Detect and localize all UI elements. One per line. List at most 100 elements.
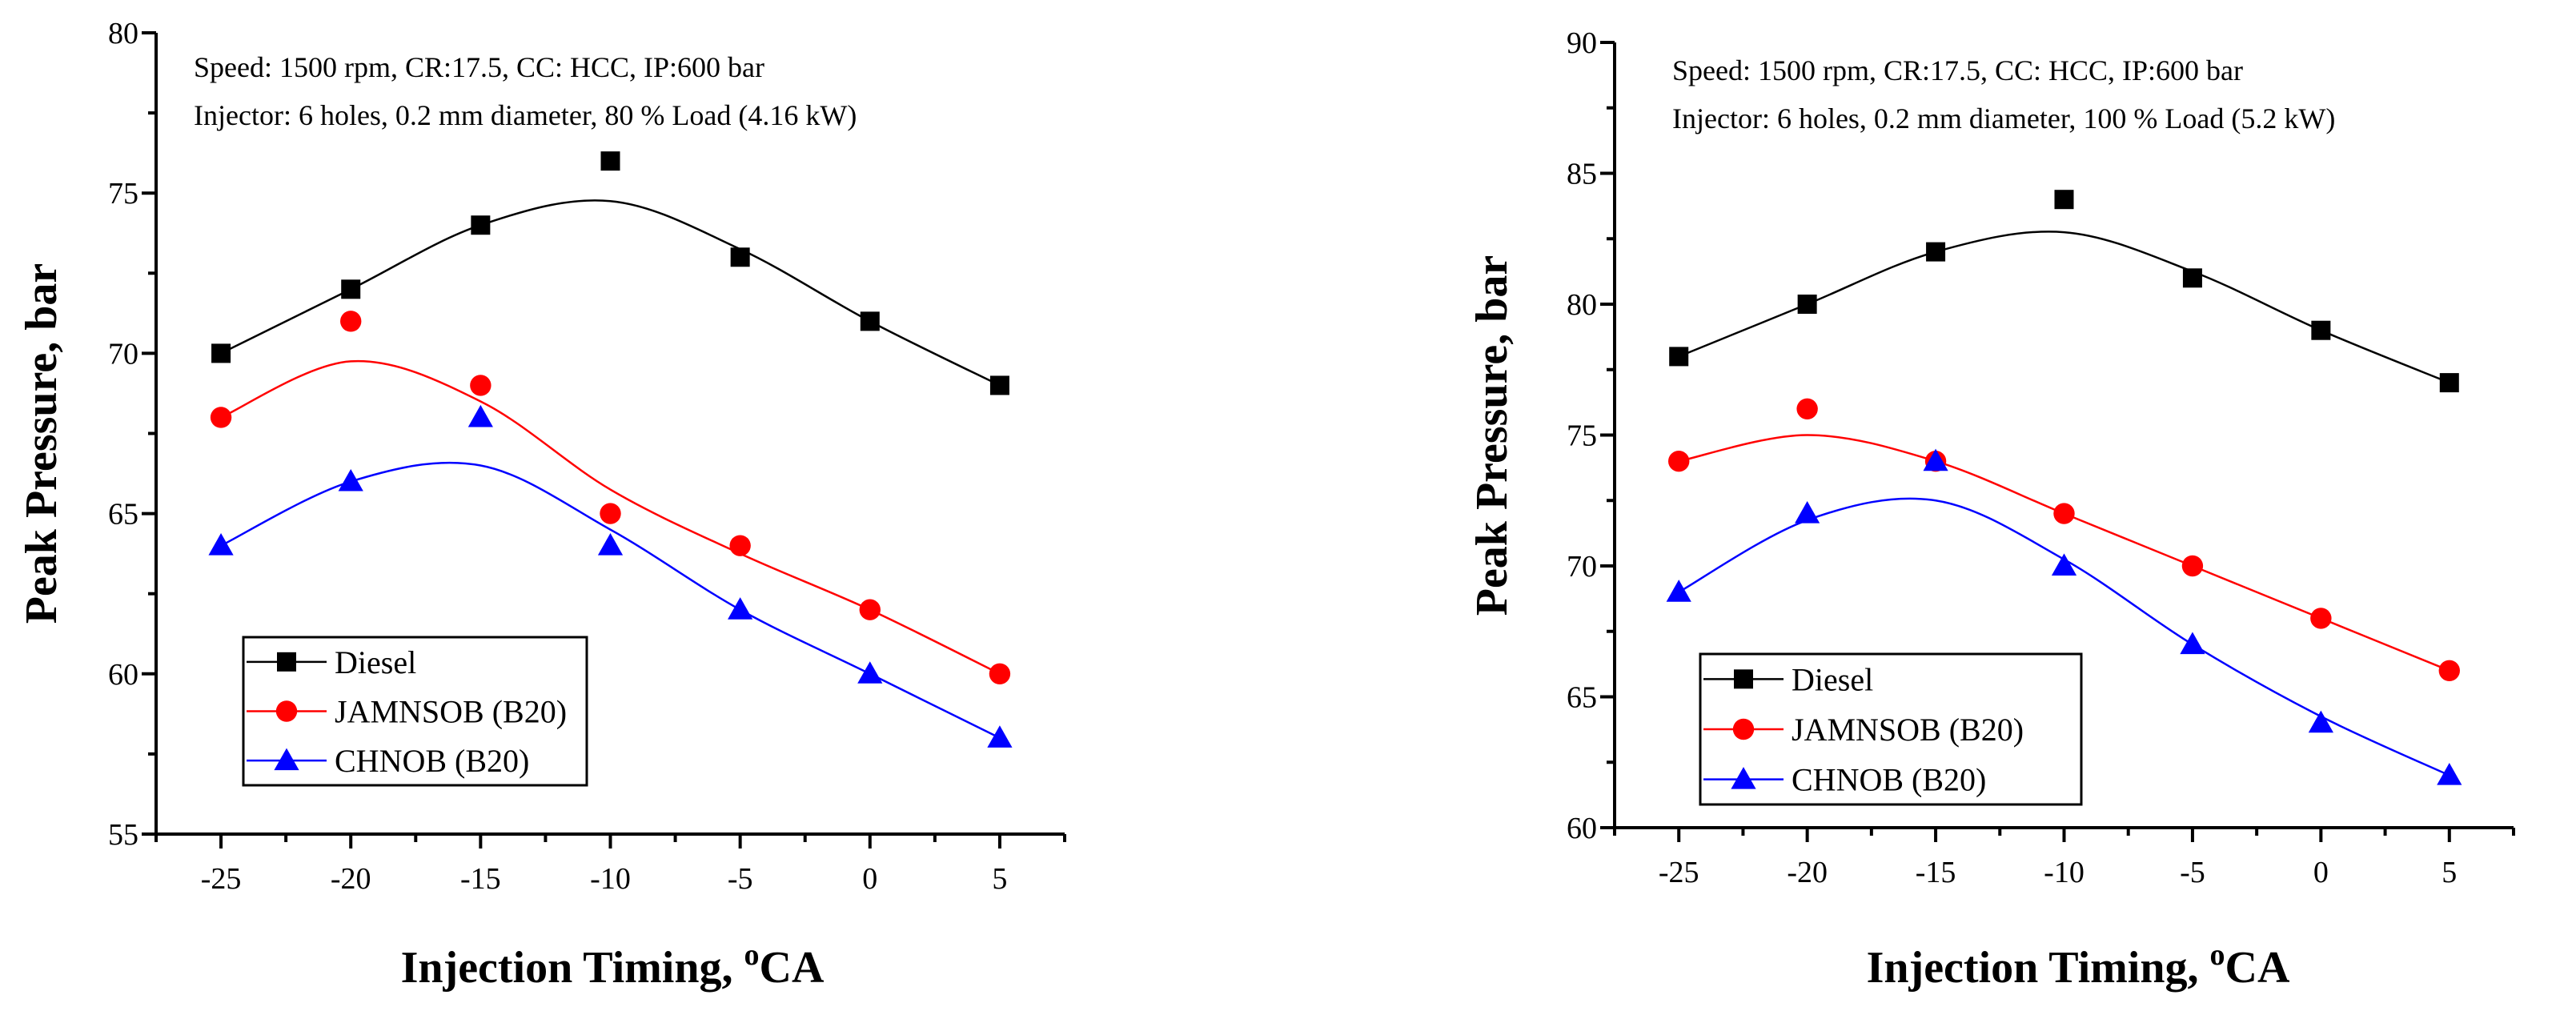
y-tick-label: 70 [1567, 550, 1597, 584]
x-tick-label: -5 [728, 862, 753, 896]
chart-100-load: Speed: 1500 rpm, CR:17.5, CC: HCC, IP:60… [1467, 26, 2515, 993]
marker-triangle [208, 533, 234, 556]
x-tick-label: -10 [590, 862, 631, 896]
legend-item: Diesel [247, 644, 416, 680]
marker-triangle [2180, 632, 2205, 655]
marker-square [341, 279, 361, 299]
marker-square [1734, 669, 1753, 689]
annotation-line-1: Speed: 1500 rpm, CR:17.5, CC: HCC, IP:60… [1672, 54, 2243, 86]
fit-curve [1678, 434, 2450, 672]
legend-item: JAMNSOB (B20) [247, 694, 567, 730]
y-axis-title: Peak Pressure, bar [17, 263, 66, 624]
marker-square [2182, 268, 2202, 288]
marker-triangle [2437, 763, 2462, 785]
marker-circle [1668, 451, 1690, 472]
y-tick-label: 80 [1567, 288, 1597, 322]
marker-circle [470, 375, 492, 396]
y-tick-label: 70 [108, 337, 138, 371]
x-tick-label: -20 [331, 862, 371, 896]
legend-item: CHNOB (B20) [1703, 762, 1986, 798]
marker-triangle [467, 404, 493, 427]
marker-triangle [1731, 767, 1756, 789]
marker-circle [859, 599, 881, 620]
marker-circle [2310, 608, 2332, 629]
y-tick-label: 60 [108, 658, 138, 692]
marker-square [2311, 320, 2331, 340]
x-tick-label: 0 [2313, 856, 2329, 889]
x-axis-title-unit: CA [2225, 943, 2290, 993]
x-tick-label: -25 [201, 862, 242, 896]
y-tick-label: 90 [1567, 26, 1597, 60]
marker-triangle [597, 533, 624, 556]
x-tick-label: -25 [1659, 856, 1699, 889]
legend-label: JAMNSOB (B20) [1792, 712, 2024, 748]
marker-square [989, 375, 1009, 395]
marker-square [2439, 373, 2459, 393]
y-axis-title: Peak Pressure, bar [1467, 255, 1517, 616]
x-axis-title-degree: o [2210, 938, 2225, 972]
marker-circle [2053, 503, 2075, 524]
annotation-line-2: Injector: 6 holes, 0.2 mm diameter, 100 … [1672, 102, 2335, 134]
marker-triangle [1666, 580, 1691, 602]
legend-label: CHNOB (B20) [1792, 762, 1986, 798]
x-tick-label: -15 [1916, 856, 1956, 889]
marker-square [211, 343, 231, 363]
x-axis-title-main: Injection Timing, [1867, 943, 2210, 993]
x-axis-title-unit: CA [760, 943, 825, 993]
marker-triangle [987, 725, 1013, 748]
y-tick-label: 85 [1567, 158, 1597, 191]
x-tick-label: 5 [2442, 856, 2457, 889]
marker-circle [275, 700, 298, 722]
marker-circle [2181, 555, 2204, 577]
y-tick-label: 55 [108, 818, 138, 852]
series-chnob-b20 [208, 404, 1013, 748]
marker-square [730, 247, 750, 267]
marker-square [471, 215, 491, 235]
series-jamnsob-b20 [210, 311, 1011, 684]
y-tick-label: 80 [108, 17, 138, 50]
marker-triangle [2051, 553, 2077, 576]
legend-label: Diesel [335, 644, 416, 680]
y-tick-label: 65 [108, 498, 138, 532]
marker-circle [2438, 660, 2460, 681]
marker-circle [600, 503, 621, 524]
marker-triangle [1795, 501, 1820, 524]
marker-square [277, 652, 296, 672]
series-diesel [211, 151, 1009, 395]
marker-circle [210, 407, 232, 428]
legend-label: JAMNSOB (B20) [335, 694, 567, 730]
x-tick-label: -20 [1787, 856, 1828, 889]
legend-label: CHNOB (B20) [335, 743, 529, 779]
series-jamnsob-b20 [1668, 398, 2460, 681]
marker-square [2054, 190, 2074, 210]
marker-triangle [1923, 448, 1948, 471]
marker-circle [1796, 398, 1818, 419]
chart-80-load: Speed: 1500 rpm, CR:17.5, CC: HCC, IP:60… [17, 17, 1066, 993]
marker-square [860, 311, 880, 331]
legend-item: Diesel [1703, 661, 1873, 697]
annotation-line-2: Injector: 6 holes, 0.2 mm diameter, 80 %… [194, 99, 857, 131]
x-tick-label: 5 [992, 862, 1007, 896]
marker-triangle [338, 468, 363, 491]
marker-triangle [728, 597, 753, 620]
y-tick-label: 60 [1567, 812, 1597, 845]
x-tick-label: -15 [460, 862, 501, 896]
marker-square [600, 151, 620, 171]
legend-label: Diesel [1792, 661, 1873, 697]
marker-square [1797, 295, 1817, 314]
marker-triangle [2308, 710, 2333, 733]
legend-item: CHNOB (B20) [247, 743, 529, 779]
marker-circle [729, 535, 751, 556]
x-tick-label: -5 [2180, 856, 2205, 889]
y-tick-label: 75 [1567, 419, 1597, 453]
x-axis-title: Injection Timing, oCA [1867, 938, 2290, 993]
x-axis-title: Injection Timing, oCA [401, 938, 825, 993]
fit-curve [1678, 231, 2450, 384]
marker-triangle [857, 661, 883, 684]
marker-triangle [274, 748, 299, 771]
x-axis-title-degree: o [744, 938, 760, 972]
x-axis-title-main: Injection Timing, [401, 943, 744, 993]
x-tick-label: -10 [2044, 856, 2084, 889]
marker-circle [1732, 718, 1755, 740]
